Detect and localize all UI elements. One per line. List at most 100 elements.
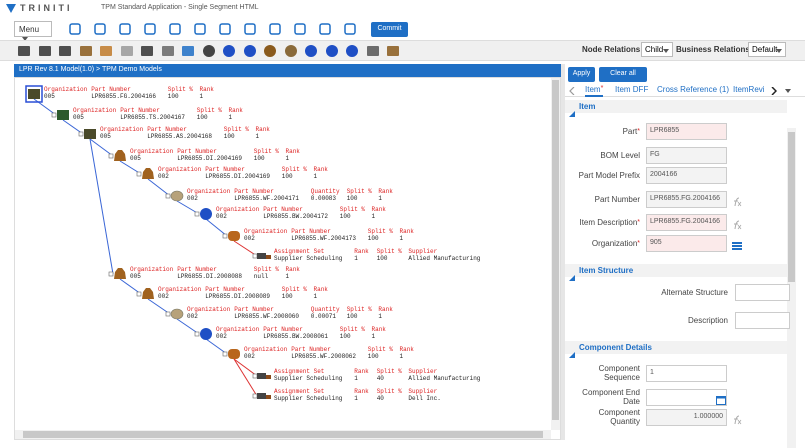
node-field-value: 1 xyxy=(229,114,233,121)
field-input[interactable]: LPR6855 xyxy=(646,123,727,140)
toolbar-icon[interactable] xyxy=(118,22,132,36)
field-label: Component Sequence xyxy=(570,364,640,382)
field-input: 2004166 xyxy=(646,167,727,184)
node-type-icon[interactable] xyxy=(181,44,195,58)
field-input[interactable]: 905 xyxy=(646,235,727,252)
tab[interactable]: Item* xyxy=(585,85,604,97)
node-type-icon[interactable] xyxy=(284,44,298,58)
field-input: LPR6855.FG.2004166 xyxy=(646,191,727,208)
field-input[interactable] xyxy=(735,312,790,329)
apply-button[interactable]: Apply xyxy=(568,67,595,82)
toolbar-icon[interactable] xyxy=(318,22,332,36)
node-type-icon[interactable] xyxy=(99,44,113,58)
node-icon xyxy=(28,89,40,99)
node-type-icon[interactable] xyxy=(58,44,72,58)
toolbar-icon[interactable] xyxy=(268,22,282,36)
toolbar-icon[interactable] xyxy=(68,22,82,36)
node-type-icon[interactable] xyxy=(222,44,236,58)
node-icon-cab xyxy=(266,255,271,259)
field-input[interactable] xyxy=(646,389,727,406)
node-icon xyxy=(84,129,96,139)
tab[interactable]: ItemRevi xyxy=(733,85,765,95)
expand-toggle xyxy=(252,393,258,399)
collapse-icon[interactable] xyxy=(569,345,575,358)
business-relations-select[interactable]: Default xyxy=(748,42,786,57)
node-type-icon[interactable] xyxy=(202,44,216,58)
node-type-icon[interactable] xyxy=(386,44,400,58)
field-input[interactable] xyxy=(735,284,790,301)
node-type-icon[interactable] xyxy=(38,44,52,58)
node-type-icon[interactable] xyxy=(243,44,257,58)
clear-all-button[interactable]: Clear all xyxy=(599,67,647,82)
field-icon[interactable] xyxy=(732,217,742,230)
node-field-value: LPR6855.DI.2004169 xyxy=(177,155,242,162)
toolbar-icon[interactable] xyxy=(243,22,257,36)
node-field-value: 1 xyxy=(400,353,404,360)
node-type-icon[interactable] xyxy=(161,44,175,58)
scroll-thumb[interactable] xyxy=(552,80,559,420)
expand-toggle xyxy=(165,193,171,199)
menu-dropdown[interactable]: Menu xyxy=(14,21,52,41)
toolbar-icon[interactable] xyxy=(193,22,207,36)
field-icon[interactable] xyxy=(732,238,742,250)
node-type-icon[interactable] xyxy=(120,44,134,58)
field-label: BOM Level xyxy=(570,146,640,164)
tab-menu[interactable] xyxy=(785,89,791,93)
field-icon[interactable] xyxy=(732,194,742,207)
node-type-icon[interactable] xyxy=(304,44,318,58)
node-field-value: Supplier Scheduling xyxy=(274,375,343,382)
node-type-icon[interactable] xyxy=(79,44,93,58)
field-value: FG xyxy=(650,151,660,158)
collapse-icon[interactable] xyxy=(569,104,575,117)
tab[interactable]: Item DFF xyxy=(615,85,648,95)
field-label-text: Part* xyxy=(622,126,640,136)
caret xyxy=(663,49,669,53)
field-input: FG xyxy=(646,147,727,164)
tab-scroll-right[interactable] xyxy=(771,87,777,95)
vertical-scrollbar[interactable] xyxy=(551,78,560,430)
field-label-text: Component Quantity xyxy=(598,408,640,426)
field-value: 905 xyxy=(650,239,662,246)
toolbar-icon[interactable] xyxy=(343,22,357,36)
field-icon[interactable] xyxy=(716,392,726,405)
field-input[interactable]: LPR6855.FG.2004166 xyxy=(646,214,727,231)
node-field-value: 005 xyxy=(44,93,55,100)
node-type-icon[interactable] xyxy=(140,44,154,58)
tab-scroll-left[interactable] xyxy=(569,87,575,95)
node-icon xyxy=(257,253,266,259)
commit-button[interactable]: Commit xyxy=(371,22,408,37)
node-field-label: Assignment Set xyxy=(274,248,324,255)
node-field-value: 1 xyxy=(378,195,382,202)
node-field-label: Organization xyxy=(158,166,202,173)
node-relations-select[interactable]: Child xyxy=(641,42,673,57)
field-value: 1.000000 xyxy=(693,413,723,420)
toolbar-icon[interactable] xyxy=(93,22,107,36)
tab[interactable]: Cross Reference (1) xyxy=(657,85,729,95)
node-type-icon[interactable] xyxy=(345,44,359,58)
node-type-icon[interactable] xyxy=(325,44,339,58)
node-field-label: Rank xyxy=(400,228,415,235)
node-field-value: 002 xyxy=(158,293,169,300)
collapse-icon[interactable] xyxy=(569,268,575,281)
horizontal-scrollbar[interactable] xyxy=(15,430,551,439)
toolbar-icon[interactable] xyxy=(168,22,182,36)
node-field-label: Part Number xyxy=(147,126,187,133)
field-icon[interactable] xyxy=(732,412,742,425)
scroll-thumb[interactable] xyxy=(788,132,795,282)
toolbar-icon[interactable] xyxy=(143,22,157,36)
node-type-icon[interactable] xyxy=(17,44,31,58)
tree-connector xyxy=(233,358,258,397)
form-scrollbar[interactable] xyxy=(787,128,796,448)
node-field-label: Split % xyxy=(197,107,223,114)
node-type-icon[interactable] xyxy=(366,44,380,58)
scroll-thumb[interactable] xyxy=(23,431,543,438)
form-panel: Apply Clear all Item* Item DFF Cross Refer… xyxy=(565,64,805,448)
node-field-label: Split % xyxy=(340,326,366,333)
node-field-value: 100 xyxy=(347,195,358,202)
toolbar-icon[interactable] xyxy=(293,22,307,36)
toolbar-icon[interactable] xyxy=(218,22,232,36)
field-input[interactable]: 1 xyxy=(646,365,727,382)
splitter[interactable] xyxy=(561,64,565,440)
toolbar-secondary xyxy=(0,40,805,61)
node-type-icon[interactable] xyxy=(263,44,277,58)
